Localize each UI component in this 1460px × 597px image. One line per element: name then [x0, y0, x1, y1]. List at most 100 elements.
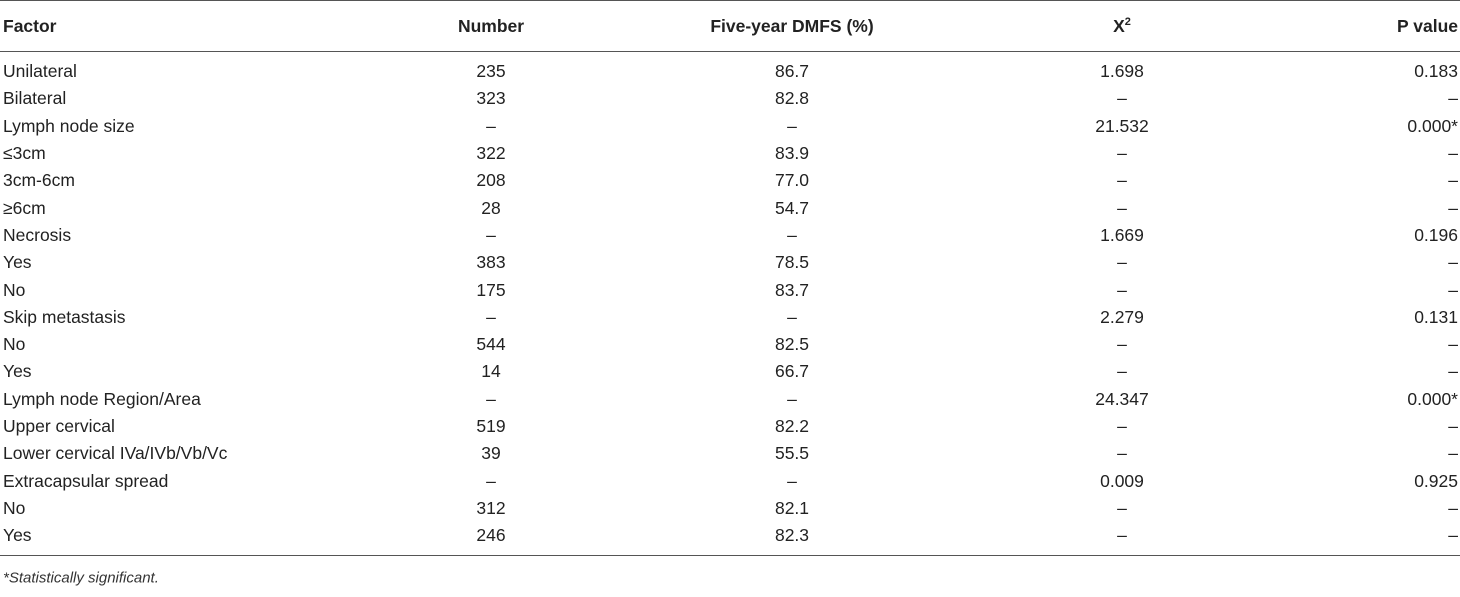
table-row: Upper cervical 519 82.2 – – [0, 413, 1460, 440]
cell-number: 519 [476, 416, 506, 436]
cell-p-value: – [1448, 279, 1458, 300]
cell-chi-square: 21.532 [1095, 115, 1149, 136]
cell-dmfs: 83.7 [774, 279, 810, 300]
cell-factor: Yes [3, 252, 32, 273]
table-row: Unilateral 235 86.7 1.698 0.183 [0, 52, 1460, 86]
cell-chi-square: 1.669 [1100, 224, 1144, 245]
cell-chi-square: 2.279 [1100, 306, 1144, 327]
table-row: Necrosis – – 1.669 0.196 [0, 222, 1460, 249]
cell-number: 322 [476, 143, 506, 164]
cell-dmfs: – [787, 306, 797, 327]
table-row: No 544 82.5 – – [0, 331, 1460, 358]
results-table-container: Factor Number Five-year DMFS (%) X2 P va… [0, 0, 1460, 557]
cell-dmfs: 55.5 [774, 443, 810, 464]
cell-number: – [486, 470, 496, 491]
cell-factor: No [3, 279, 26, 300]
header-row: Factor Number Five-year DMFS (%) X2 P va… [0, 0, 1460, 52]
cell-chi-square: – [1117, 88, 1127, 109]
cell-dmfs: – [787, 388, 797, 409]
table-row: No 312 82.1 – – [0, 495, 1460, 522]
cell-chi-square: – [1117, 170, 1127, 191]
cell-factor: Unilateral [3, 61, 77, 82]
cell-number: – [486, 306, 496, 327]
cell-dmfs: 86.7 [774, 61, 810, 82]
cell-p-value: – [1448, 497, 1458, 518]
cell-dmfs: 82.5 [774, 334, 810, 355]
cell-number: – [486, 224, 496, 245]
header-chi-superscript: 2 [1124, 15, 1131, 28]
header-p-value: P value [1262, 0, 1460, 52]
cell-chi-square: – [1117, 252, 1127, 273]
cell-chi-square: 24.347 [1095, 388, 1149, 409]
table-header: Factor Number Five-year DMFS (%) X2 P va… [0, 0, 1460, 52]
cell-p-value: – [1448, 88, 1458, 109]
cell-number: 323 [476, 88, 506, 109]
table-row: Lower cervical IVa/IVb/Vb/Vc 39 55.5 – – [0, 440, 1460, 467]
cell-chi-square: – [1117, 197, 1127, 218]
cell-p-value: – [1448, 361, 1458, 382]
cell-factor: Yes [0, 522, 380, 557]
dmfs-results-table: Factor Number Five-year DMFS (%) X2 P va… [0, 0, 1460, 557]
cell-number: 246 [380, 522, 602, 557]
table-row: Yes 383 78.5 – – [0, 249, 1460, 276]
cell-number: 235 [476, 61, 506, 82]
cell-dmfs: – [787, 115, 797, 136]
cell-chi-square: – [1117, 334, 1127, 355]
cell-p-value: – [1262, 522, 1460, 557]
table-footnote: *Statistically significant. [3, 569, 159, 587]
table-body: Unilateral 235 86.7 1.698 0.183 Bilateral 323 8… [0, 52, 1460, 557]
cell-chi-square: 1.698 [1100, 61, 1144, 82]
cell-dmfs: 82.8 [774, 88, 810, 109]
cell-p-value: 0.183 [1414, 61, 1458, 82]
cell-chi-square: – [1117, 279, 1127, 300]
table-row: Lymph node Region/Area – – 24.347 0.000* [0, 386, 1460, 413]
cell-factor: Upper cervical [3, 416, 115, 436]
cell-factor: ≤3cm [3, 143, 46, 164]
cell-dmfs: 82.3 [602, 522, 982, 557]
table-row: ≤3cm 322 83.9 – – [0, 140, 1460, 167]
cell-p-value: – [1448, 416, 1458, 436]
table-row: Lymph node size – – 21.532 0.000* [0, 113, 1460, 140]
cell-number: 208 [476, 170, 506, 191]
cell-factor: ≥6cm [3, 197, 46, 218]
cell-factor: 3cm-6cm [3, 170, 75, 191]
cell-dmfs: 78.5 [774, 252, 810, 273]
cell-factor: Necrosis [3, 224, 72, 245]
cell-p-value: – [1448, 334, 1458, 355]
table-row: Yes 14 66.7 – – [0, 358, 1460, 385]
cell-dmfs: – [787, 470, 797, 491]
cell-dmfs: 77.0 [774, 170, 810, 191]
cell-dmfs: 66.7 [774, 361, 810, 382]
cell-number: 312 [476, 497, 506, 518]
cell-dmfs: 82.2 [774, 416, 810, 436]
cell-factor: Skip metastasis [3, 306, 126, 327]
table-row: Skip metastasis – – 2.279 0.131 [0, 304, 1460, 331]
cell-number: – [486, 388, 496, 409]
header-dmfs: Five-year DMFS (%) [602, 0, 982, 52]
cell-number: 383 [476, 252, 506, 273]
cell-chi-square: – [1117, 416, 1127, 436]
cell-number: 39 [481, 443, 501, 464]
cell-number: 544 [476, 334, 506, 355]
table-row: Bilateral 323 82.8 – – [0, 85, 1460, 112]
cell-dmfs: 83.9 [774, 143, 810, 164]
cell-p-value: – [1448, 170, 1458, 191]
cell-factor: Lymph node size [3, 115, 135, 136]
cell-p-value: 0.196 [1414, 224, 1458, 245]
cell-number: 175 [476, 279, 506, 300]
cell-dmfs: 54.7 [774, 197, 810, 218]
cell-p-value: 0.925 [1414, 470, 1458, 491]
table-row: Extracapsular spread – – 0.009 0.925 [0, 467, 1460, 494]
cell-number: 28 [481, 197, 501, 218]
cell-chi-square: – [1117, 443, 1127, 464]
table-row: 3cm-6cm 208 77.0 – – [0, 167, 1460, 194]
header-factor: Factor [0, 0, 380, 52]
cell-dmfs: 82.1 [774, 497, 810, 518]
cell-p-value: – [1448, 197, 1458, 218]
cell-factor: Bilateral [3, 88, 67, 109]
header-chi-square: X2 [982, 0, 1262, 52]
cell-chi-square: – [982, 522, 1262, 557]
cell-number: – [486, 115, 496, 136]
table-row: Yes 246 82.3– – [0, 522, 1460, 557]
cell-number: 14 [481, 361, 501, 382]
